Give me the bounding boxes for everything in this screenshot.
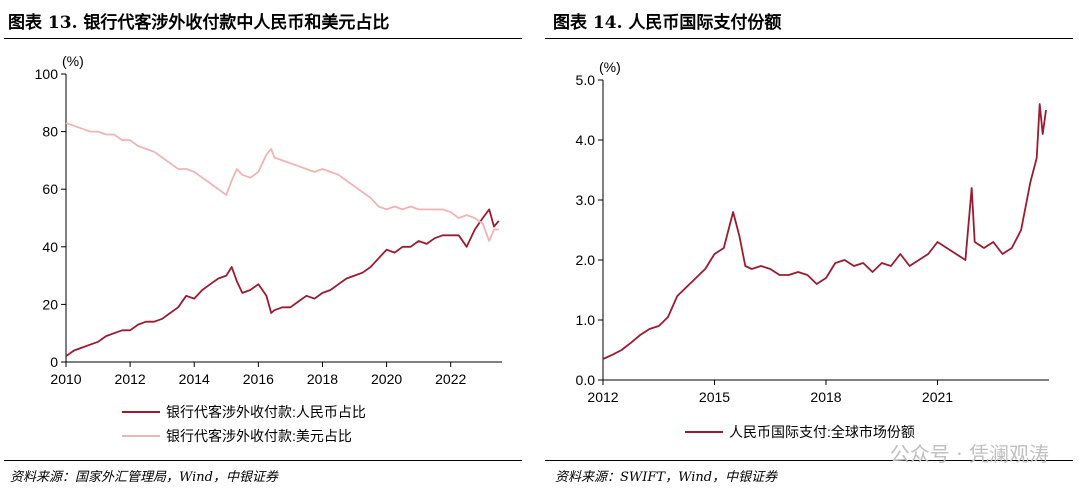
left-y-tick-label: 0: [50, 354, 58, 370]
left-x-tick-label: 2022: [435, 371, 466, 387]
right-x-tick-label: 2012: [587, 389, 618, 405]
right-x-tick-label: 2021: [922, 389, 953, 405]
right-source-note: 资料来源：SWIFT，Wind，中银证券: [555, 470, 778, 485]
right-y-tick-label: 1.0: [576, 312, 596, 328]
right-source-rule: [545, 460, 1073, 461]
right-y-tick-label: 2.0: [576, 252, 596, 268]
right-series-line-0: [602, 103, 1047, 360]
right-legend-label-0: 人民币国际支付:全球市场份额: [729, 424, 915, 440]
right-title-rule: [545, 38, 1073, 39]
left-y-unit-label: (%): [62, 53, 84, 69]
left-figure-panel: 图表 13. 银行代客涉外收付款中人民币和美元占比 0 20 40 60 80 100 20…: [0, 0, 530, 492]
left-x-tick-label: 2014: [179, 371, 210, 387]
right-y-tick-label: 3.0: [576, 192, 596, 208]
left-legend-label-1: 银行代客涉外收付款:美元占比: [166, 428, 352, 444]
left-chart: 0 20 40 60 80 100 2010 2012 2014 2016 2018 2020 2022…: [35, 53, 502, 444]
left-y-tick-label: 60: [42, 181, 58, 197]
watermark-text: 公众号 · 凭澜观涛: [889, 442, 1049, 466]
left-source-rule: [4, 460, 522, 461]
left-x-tick-label: 2016: [243, 371, 274, 387]
right-figure-panel: 图表 14. 人民币国际支付份额 0.0 1.0 2.0 3.0 4.0 5.0 2012 2…: [545, 0, 1079, 492]
left-x-tick-label: 2012: [115, 371, 146, 387]
right-y-tick-label: 4.0: [576, 132, 596, 148]
right-y-tick-label: 0.0: [576, 372, 596, 388]
left-x-tick-label: 2010: [50, 371, 81, 387]
left-series-line-0: [65, 208, 500, 357]
right-chart: 0.0 1.0 2.0 3.0 4.0 5.0 2012 2015 2018 2021 (%) 人民币…: [576, 59, 1049, 440]
right-x-tick-label: 2018: [810, 389, 841, 405]
left-y-tick-label: 100: [35, 66, 59, 82]
left-y-tick-label: 40: [42, 239, 58, 255]
left-y-tick-label: 20: [42, 296, 58, 312]
left-title-rule: [4, 38, 522, 39]
left-x-tick-label: 2020: [371, 371, 402, 387]
left-y-tick-label: 80: [42, 124, 58, 140]
right-y-unit-label: (%): [599, 59, 621, 75]
left-source-note: 资料来源：国家外汇管理局，Wind，中银证券: [10, 470, 278, 485]
left-figure-title: 图表 13. 银行代客涉外收付款中人民币和美元占比: [8, 13, 390, 33]
right-x-tick-label: 2015: [699, 389, 730, 405]
left-x-tick-label: 2018: [307, 371, 338, 387]
right-figure-title: 图表 14. 人民币国际支付份额: [553, 13, 782, 33]
right-y-tick-label: 5.0: [576, 72, 596, 88]
left-series-line-1: [65, 122, 499, 242]
left-legend-label-0: 银行代客涉外收付款:人民币占比: [166, 404, 366, 420]
